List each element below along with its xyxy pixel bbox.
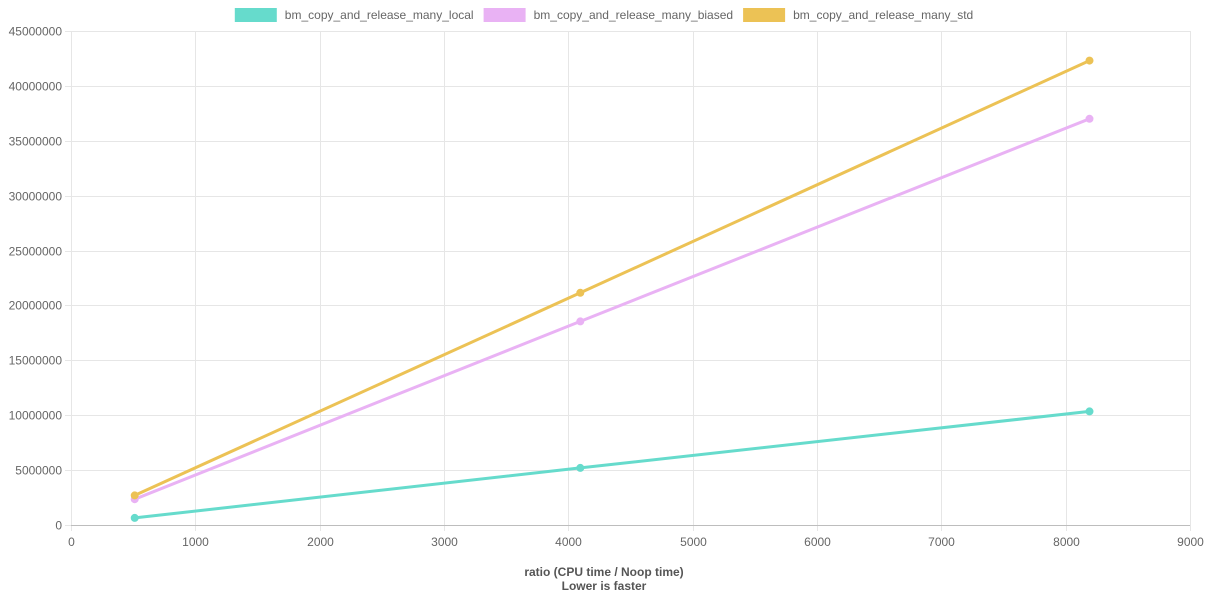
x-axis-subtitle: Lower is faster — [562, 579, 647, 593]
axes — [71, 31, 1190, 526]
y-tick-label: 25000000 — [9, 245, 63, 259]
x-tick-label: 6000 — [804, 535, 831, 549]
y-axis-ticks: 0 5000000 10000000 15000000 20000000 25000000… — [9, 25, 63, 533]
x-tick-label: 8000 — [1053, 535, 1080, 549]
legend: bm_copy_and_release_many_local bm_copy_an… — [234, 8, 973, 22]
y-tick-label: 20000000 — [9, 299, 63, 313]
series-group — [130, 56, 1094, 522]
series-0 — [130, 407, 1094, 522]
legend-label: bm_copy_and_release_many_std — [793, 8, 973, 22]
grid-lines — [65, 31, 1191, 531]
y-tick-label: 40000000 — [9, 80, 63, 94]
series-2 — [130, 56, 1094, 500]
x-axis-ticks: 0 1000 2000 3000 4000 5000 6000 7000 8000 9000 — [68, 535, 1204, 549]
data-point[interactable] — [1085, 56, 1094, 65]
legend-label: bm_copy_and_release_many_biased — [534, 8, 733, 22]
legend-swatch — [483, 8, 526, 22]
data-point[interactable] — [576, 463, 585, 472]
x-tick-label: 2000 — [307, 535, 334, 549]
series-line — [134, 117, 1091, 501]
legend-swatch — [234, 8, 277, 22]
legend-item-1[interactable]: bm_copy_and_release_many_biased — [483, 8, 733, 22]
y-tick-label: 10000000 — [9, 409, 63, 423]
x-tick-label: 9000 — [1177, 535, 1204, 549]
data-point[interactable] — [130, 491, 139, 500]
data-point[interactable] — [1085, 407, 1094, 416]
y-tick-label: 15000000 — [9, 354, 63, 368]
y-tick-label: 45000000 — [9, 25, 63, 39]
series-line — [134, 59, 1091, 497]
data-point[interactable] — [576, 288, 585, 297]
y-tick-label: 35000000 — [9, 135, 63, 149]
data-point[interactable] — [1085, 114, 1094, 123]
x-tick-label: 4000 — [555, 535, 582, 549]
legend-swatch — [743, 8, 786, 22]
x-tick-label: 0 — [68, 535, 75, 549]
x-axis-title: ratio (CPU time / Noop time) — [524, 565, 683, 579]
legend-item-0[interactable]: bm_copy_and_release_many_local — [234, 8, 474, 22]
data-point[interactable] — [130, 513, 139, 522]
x-tick-label: 7000 — [928, 535, 955, 549]
y-tick-label: 0 — [55, 519, 62, 533]
legend-label: bm_copy_and_release_many_local — [285, 8, 474, 22]
series-line — [134, 409, 1090, 520]
y-tick-label: 30000000 — [9, 190, 63, 204]
x-tick-label: 3000 — [431, 535, 458, 549]
data-point[interactable] — [576, 317, 585, 326]
series-1 — [130, 114, 1094, 504]
x-tick-label: 5000 — [680, 535, 707, 549]
x-tick-label: 1000 — [182, 535, 209, 549]
legend-item-2[interactable]: bm_copy_and_release_many_std — [743, 8, 973, 22]
y-tick-label: 5000000 — [15, 464, 62, 478]
